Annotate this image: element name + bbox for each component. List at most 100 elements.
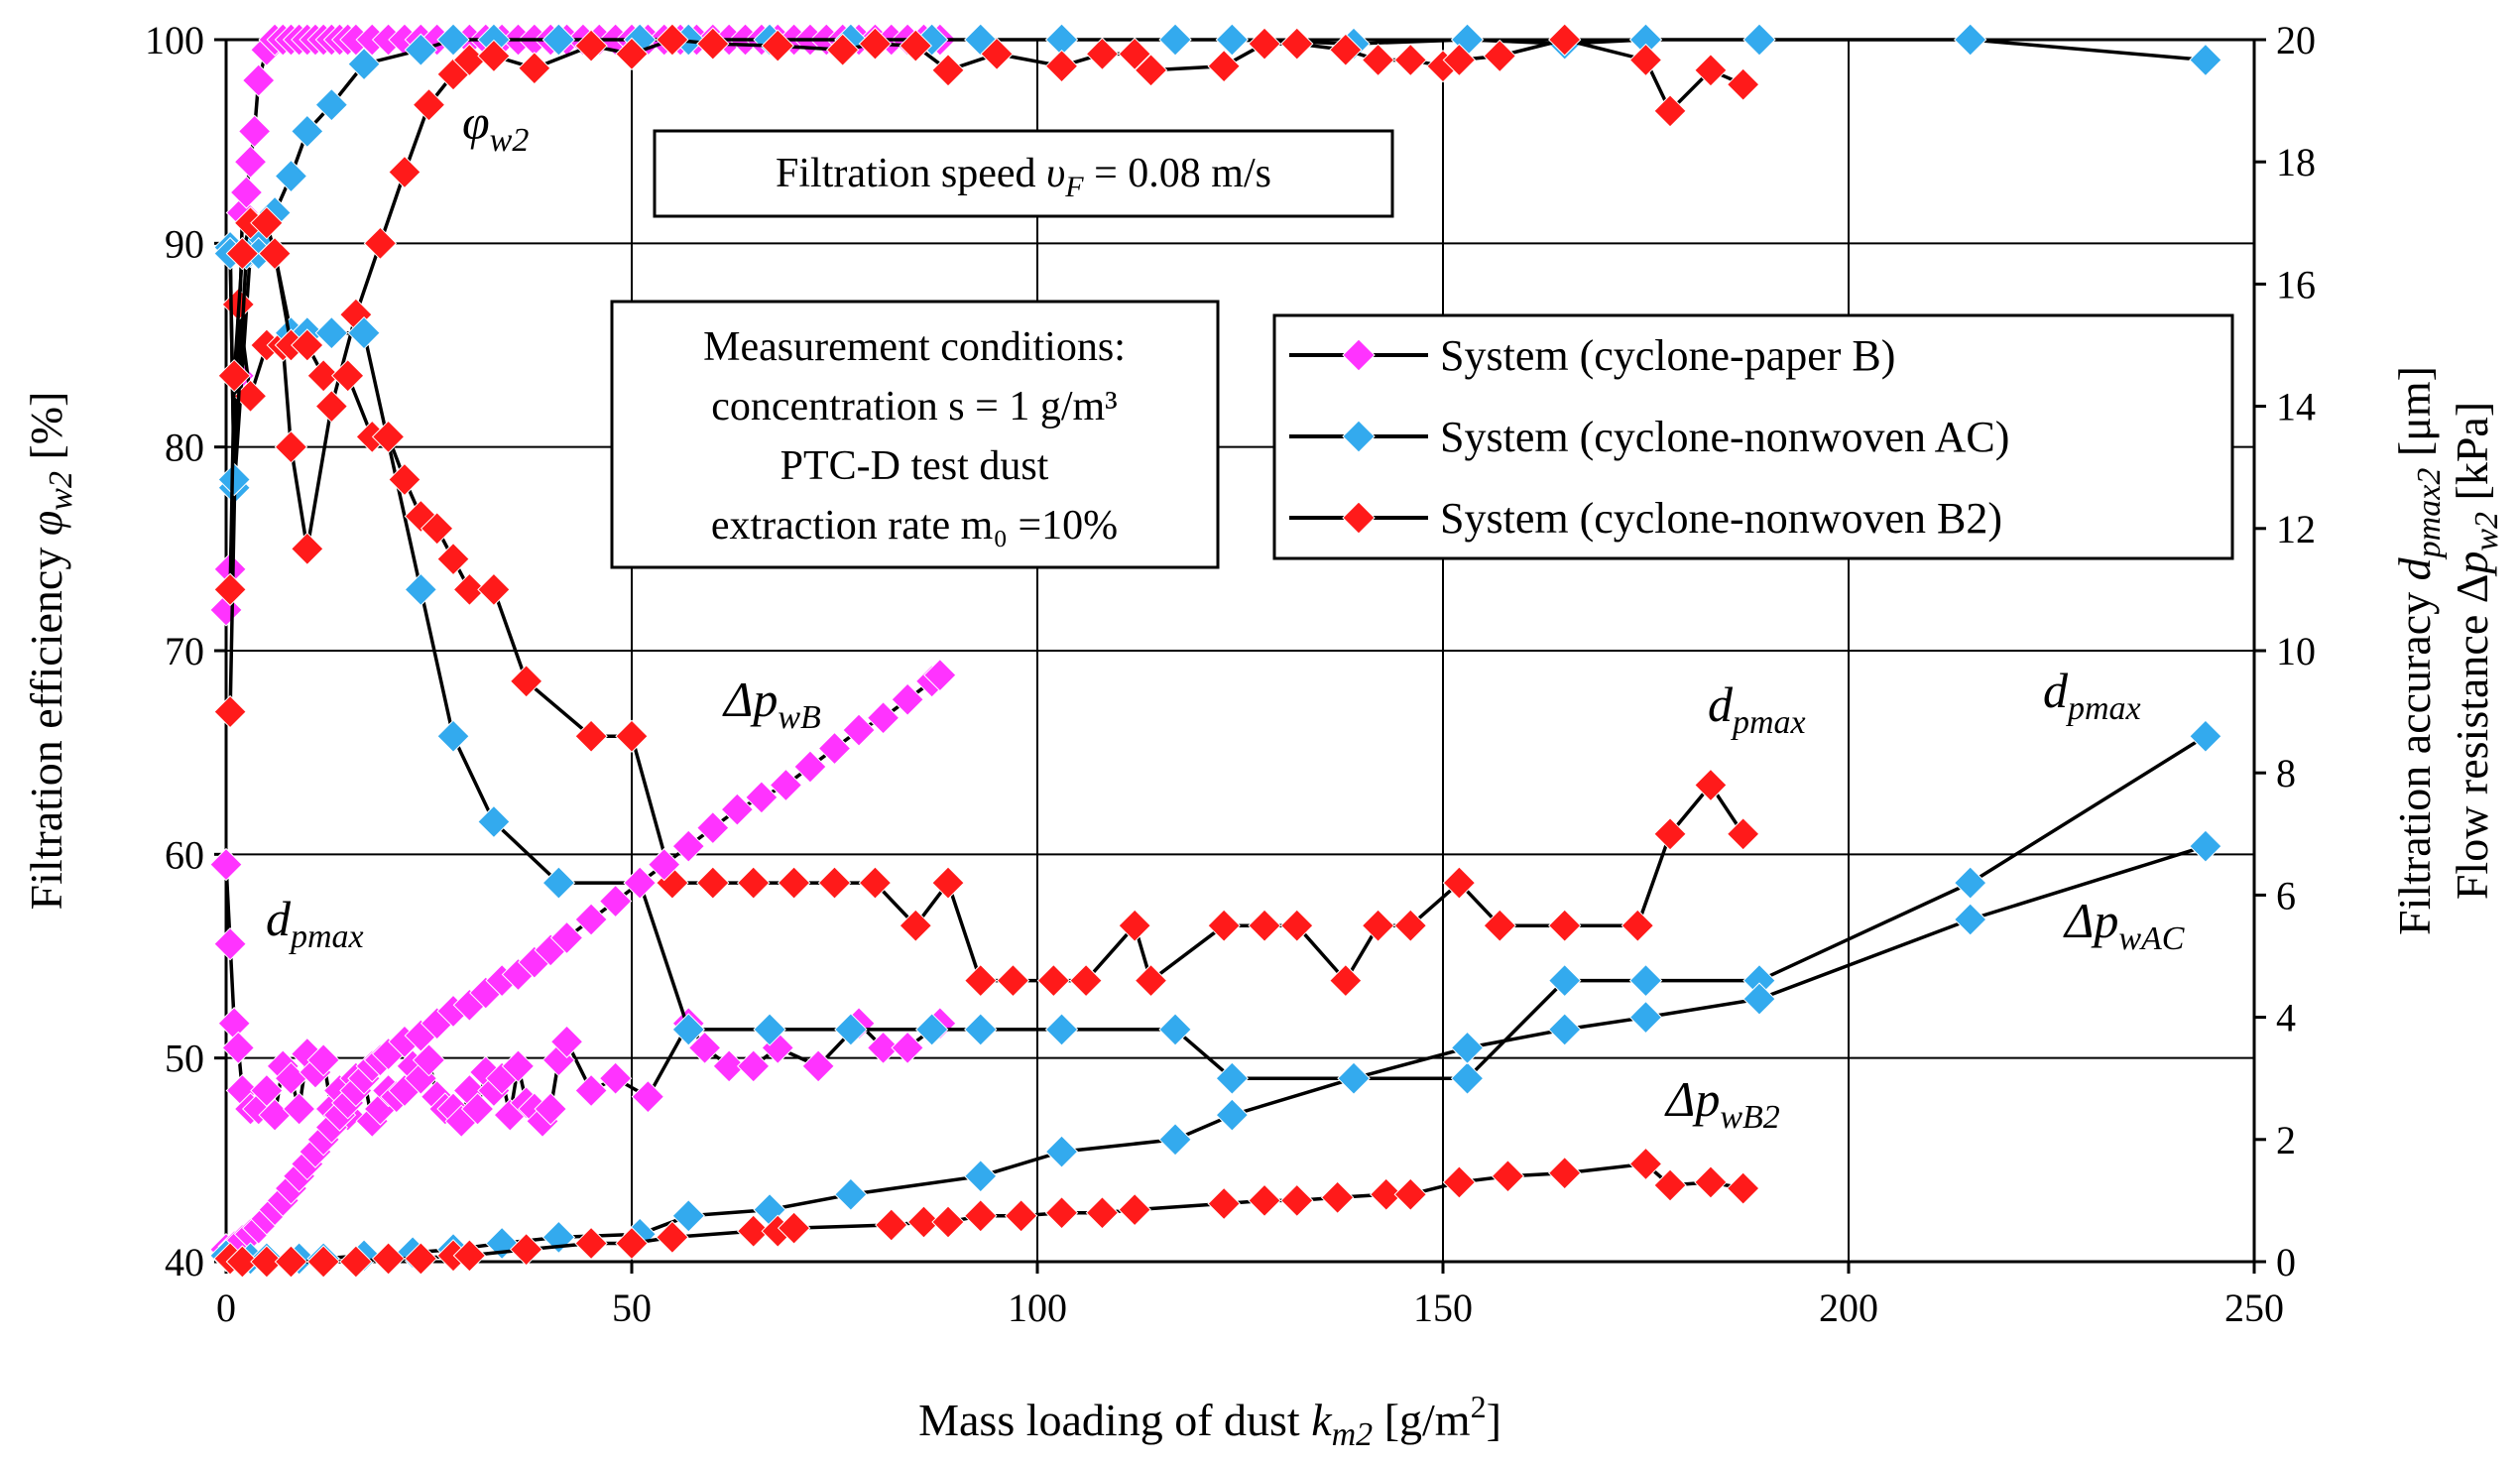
data-point [761,29,794,62]
measurement-conditions-box [610,300,1220,569]
data-point [1134,963,1168,998]
data-point [598,1061,633,1095]
data-point [1953,866,1987,900]
legend-label-nonwoven-ac: System (cyclone-nonwoven AC) [1440,413,2009,461]
data-point [1248,27,1281,61]
data-point [1158,1123,1192,1157]
series-6 [209,658,957,1267]
data-point [931,1205,965,1239]
data-point [1118,37,1151,71]
data-point [2189,719,2222,753]
data-point [834,1177,868,1211]
data-point [363,226,398,261]
data-point [1491,1160,1525,1193]
data-point [221,1031,255,1065]
data-point [388,155,421,189]
data-point [923,658,957,692]
data-point [696,866,730,900]
data-point [671,829,705,863]
data-point [1547,1013,1582,1046]
data-point [615,1226,649,1261]
data-point [1134,54,1168,87]
data-point [875,1208,908,1242]
data-point [1653,94,1687,128]
data-point [306,1245,340,1279]
data-point [460,1092,495,1126]
data-point [866,1031,900,1065]
data-point [518,52,551,85]
data-point [1207,909,1241,942]
data-point [1483,909,1516,942]
data-point [1442,1165,1477,1199]
data-point [213,694,247,729]
legend-label-nonwoven-b2: System (cyclone-nonwoven B2) [1440,494,2002,543]
data-point [696,27,730,61]
data-point [1393,43,1427,77]
conditions-line-4: extraction rate m₀ =10% [711,503,1118,549]
data-point [858,866,893,900]
conditions-line-2: concentration s = 1 g/m³ [711,384,1118,429]
data-point [452,1239,487,1273]
data-point [671,1013,705,1046]
data-point [258,236,292,271]
data-point [931,866,965,900]
data-point [209,593,243,627]
x-tick-label: 200 [1819,1285,1878,1330]
data-point [509,1232,543,1267]
data-point [436,719,470,753]
data-point [801,1049,835,1083]
data-point [1694,54,1728,87]
data-point [1337,1061,1371,1095]
data-point [842,713,876,747]
legend-item-nonwoven-b2: System (cyclone-nonwoven B2) [1289,494,2002,543]
y-left-tick-label: 50 [165,1037,204,1081]
data-point [1694,768,1728,802]
data-point [420,512,454,546]
y-right-tick-label: 12 [2276,507,2316,551]
data-point [817,866,852,900]
data-point [615,719,649,753]
y-left-tick-label: 60 [165,832,204,877]
data-point [1483,39,1516,73]
data-point [2189,43,2222,77]
data-point [1694,1165,1728,1199]
data-point [371,1242,406,1276]
data-point [1370,1177,1403,1211]
y-right-tick-labels: 0 2 4 6 8 10 12 14 16 18 20 [2254,18,2316,1284]
x-tick-label: 50 [612,1285,652,1330]
data-point [282,1092,316,1126]
legend-label-paper-b: System (cyclone-paper B) [1440,331,1895,380]
data-point [1085,1196,1120,1230]
data-point [671,1199,705,1233]
annotation-dpmax-ac: dpmax [2043,663,2141,727]
data-point [549,920,584,955]
data-point [1044,1013,1079,1046]
filtration-speed-box [653,129,1394,218]
y-left-tick-label: 80 [165,426,204,470]
data-point [656,23,689,57]
annotation-dpw-b2: ΔpwB2 [1664,1071,1780,1136]
data-point [623,866,657,900]
data-point [753,1013,786,1046]
annotation-dpmax-b2: dpmax [1708,676,1806,741]
data-point [574,1226,608,1261]
data-point [899,909,933,942]
legend-marker-nonwoven-ac [1342,420,1376,453]
data-point [1044,1135,1079,1168]
data-point [291,328,324,362]
y-left-tick-label: 100 [145,18,204,62]
y-left-tick-label: 90 [165,221,204,266]
data-point [866,701,900,735]
data-point [1953,23,1987,57]
data-point [980,37,1014,71]
data-point [1118,909,1151,942]
data-point [314,315,349,350]
data-point [1215,1098,1250,1132]
data-point [436,542,470,576]
y-right-tick-label: 4 [2276,996,2296,1040]
data-point [436,23,470,57]
data-point [1158,1013,1192,1046]
data-point [1215,23,1250,57]
data-point [225,1245,260,1279]
data-point [1653,1168,1687,1202]
